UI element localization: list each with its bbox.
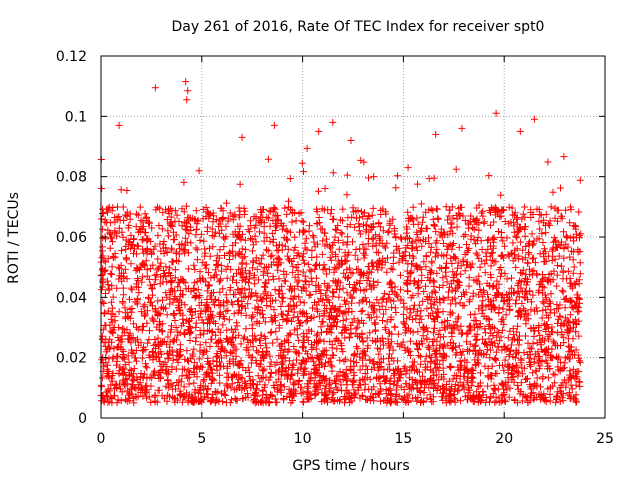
x-tick-label: 0 xyxy=(97,431,106,447)
y-tick-label: 0.1 xyxy=(65,109,87,125)
x-tick-label: 25 xyxy=(596,431,614,447)
y-tick-label: 0.06 xyxy=(56,230,87,246)
x-tick-label: 5 xyxy=(197,431,206,447)
y-axis-label: ROTI / TECUs xyxy=(6,192,22,284)
y-tick-label: 0 xyxy=(78,411,87,427)
data-points xyxy=(97,78,585,407)
x-tick-label: 20 xyxy=(495,431,513,447)
x-tick-label: 10 xyxy=(294,431,312,447)
y-tick-label: 0.02 xyxy=(56,351,87,367)
roti-points xyxy=(97,78,585,407)
chart-title: Day 261 of 2016, Rate Of TEC Index for r… xyxy=(172,19,545,35)
x-tick-labels: 0 5 10 15 20 25 xyxy=(97,431,614,447)
axis-ticks xyxy=(100,55,606,419)
y-tick-label: 0.08 xyxy=(56,170,87,186)
y-tick-label: 0.04 xyxy=(56,290,87,306)
x-tick-label: 15 xyxy=(394,431,412,447)
y-tick-labels: 0 0.02 0.04 0.06 0.08 0.1 0.12 xyxy=(56,49,87,427)
x-axis-label: GPS time / hours xyxy=(292,458,409,474)
y-tick-label: 0.12 xyxy=(56,49,87,65)
